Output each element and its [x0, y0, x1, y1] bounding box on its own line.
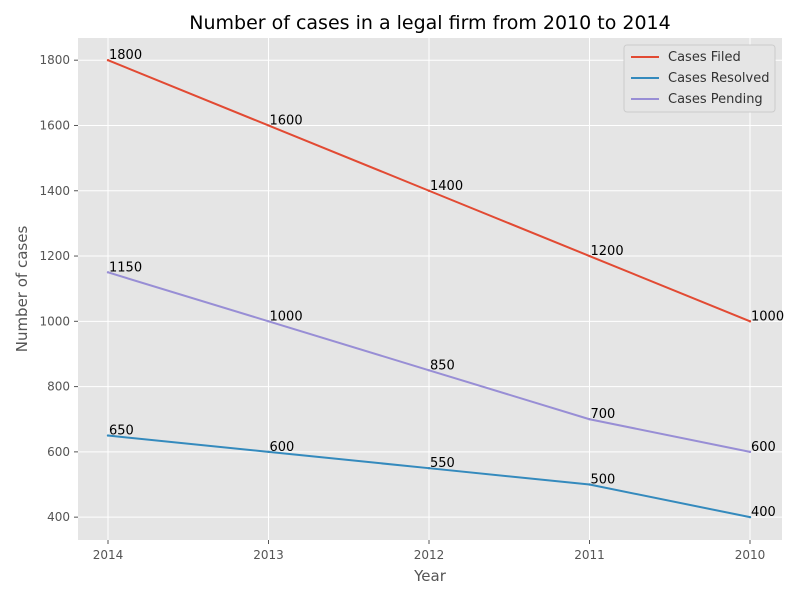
legend-label-cases-resolved: Cases Resolved: [668, 71, 769, 86]
x-tick-label-2011: 2011: [574, 548, 605, 562]
data-point-cases-resolved-2010: [748, 515, 752, 519]
y-tick-label-1400: 1400: [39, 184, 70, 198]
data-labels: 1800 1600 1400 1200 1000 650 600 550 500 400 1150 1…: [109, 48, 784, 520]
data-label-cases-pending-2014: 1150: [109, 260, 142, 275]
data-label-cases-filed-2010: 1000: [751, 309, 784, 324]
data-label-cases-pending-2012: 850: [430, 358, 455, 373]
y-tick-label-1600: 1600: [39, 118, 70, 132]
plot-area: [78, 38, 782, 540]
legend-label-cases-pending: Cases Pending: [668, 92, 763, 107]
y-tick-label-1800: 1800: [39, 53, 70, 67]
data-label-cases-resolved-2014: 650: [109, 424, 134, 439]
data-label-cases-resolved-2011: 500: [591, 473, 616, 488]
data-point-cases-pending-2010: [748, 450, 752, 454]
legend-label-cases-filed: Cases Filed: [668, 50, 741, 65]
x-tick-label-2013: 2013: [253, 548, 284, 562]
data-label-cases-pending-2013: 1000: [270, 309, 303, 324]
y-tick-label-800: 800: [47, 380, 70, 394]
data-label-cases-resolved-2013: 600: [270, 440, 295, 455]
data-point-cases-resolved-2014: [106, 434, 110, 437]
data-label-cases-pending-2011: 700: [591, 407, 616, 422]
y-axis-ticks: 400 600 800 1000 1200 1400 1600 1800: [39, 53, 78, 524]
data-label-cases-resolved-2012: 550: [430, 456, 455, 471]
data-label-cases-filed-2014: 1800: [109, 48, 142, 63]
y-tick-label-1200: 1200: [39, 249, 70, 263]
data-point-cases-filed-2011: [588, 254, 591, 258]
data-label-cases-resolved-2010: 400: [751, 505, 776, 520]
y-tick-label-600: 600: [47, 445, 70, 459]
x-axis-label: Year: [413, 567, 447, 585]
data-point-cases-filed-2014: [106, 58, 110, 62]
x-axis-ticks: 2014 2013 2012 2011 2010: [93, 540, 766, 562]
data-point-cases-pending-2014: [106, 271, 110, 274]
y-tick-label-1000: 1000: [39, 314, 70, 328]
legend-box: [623, 44, 776, 113]
y-axis-label: Number of cases: [13, 226, 31, 353]
data-point-cases-resolved-2013: [267, 450, 270, 454]
x-tick-label-2012: 2012: [414, 548, 445, 562]
x-tick-label-2010: 2010: [735, 548, 766, 562]
data-point-cases-resolved-2011: [588, 483, 591, 486]
data-label-cases-filed-2012: 1400: [430, 179, 463, 194]
chart-title: Number of cases in a legal firm from 201…: [189, 12, 670, 34]
data-point-cases-pending-2013: [267, 320, 270, 323]
data-label-cases-filed-2011: 1200: [591, 244, 624, 259]
data-point-cases-filed-2012: [427, 189, 431, 192]
data-point-cases-pending-2011: [588, 418, 591, 421]
data-point-cases-filed-2010: [748, 320, 752, 323]
data-point-cases-filed-2013: [267, 124, 270, 127]
series-lines: [106, 58, 752, 519]
data-point-cases-resolved-2012: [427, 466, 431, 470]
y-tick-label-400: 400: [47, 510, 70, 524]
data-label-cases-filed-2013: 1600: [270, 113, 303, 128]
data-label-cases-pending-2010: 600: [751, 440, 776, 455]
data-point-cases-pending-2012: [427, 369, 431, 372]
x-tick-label-2014: 2014: [93, 548, 124, 562]
legend: Cases Filed Cases Resolved Cases Pending: [623, 44, 776, 113]
